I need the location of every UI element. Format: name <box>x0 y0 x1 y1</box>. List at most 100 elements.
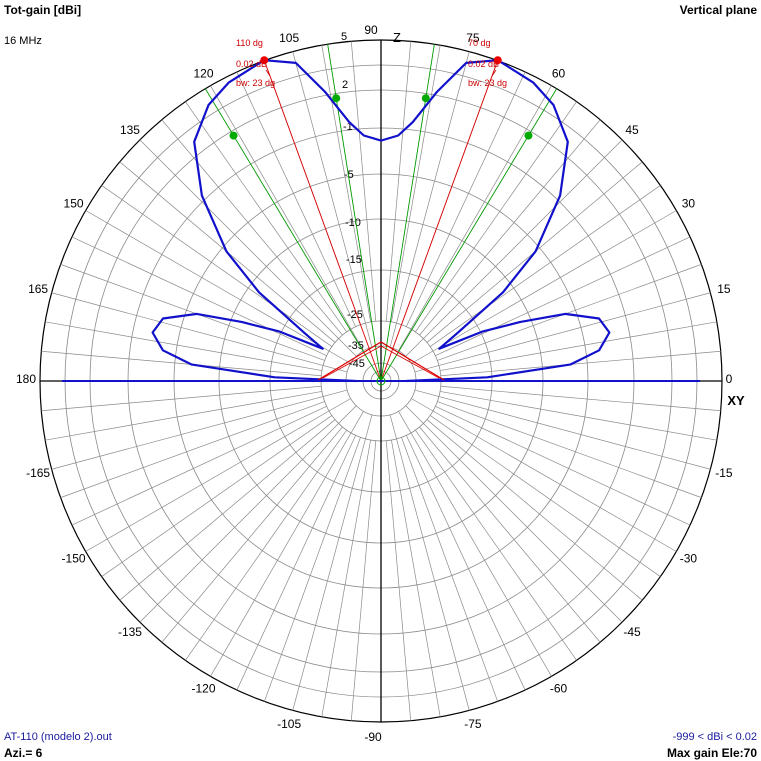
annotation-tick <box>265 69 271 77</box>
grid-spoke <box>406 71 526 327</box>
grid-spoke <box>440 321 717 371</box>
angle-tick-label: -105 <box>277 717 301 731</box>
gain-tick-label: 2 <box>342 79 348 91</box>
grid-spoke <box>419 426 601 643</box>
grid-spoke <box>161 426 343 643</box>
grid-spoke <box>60 264 325 361</box>
max-gain-bw-label: bw: 23 dg <box>236 78 275 88</box>
grid-spoke <box>415 101 577 333</box>
grid-spoke <box>264 437 361 702</box>
grid-spoke <box>45 321 322 371</box>
grid-spoke <box>71 236 327 356</box>
grid-spoke <box>429 415 661 577</box>
axis-label-z: Z <box>393 30 401 45</box>
max-gain-value-label: 0.02 dB <box>468 59 499 69</box>
max-gain-marker <box>493 56 502 65</box>
grid-spoke <box>435 236 691 356</box>
azimuth-label: Azi.= 6 <box>4 746 43 760</box>
angle-tick-label: -150 <box>62 552 86 566</box>
grid-spoke <box>51 292 348 373</box>
grid-spoke <box>405 405 623 623</box>
grid-spoke <box>435 406 691 526</box>
grid-spoke <box>414 389 711 470</box>
gain-range: -999 < dBi < 0.02 <box>672 731 757 743</box>
grid-spoke <box>45 391 322 441</box>
angle-tick-label: 135 <box>120 123 140 137</box>
angle-tick-label: 60 <box>552 67 566 81</box>
file-name: AT-110 (modelo 2).out <box>4 731 112 743</box>
max-gain-line <box>263 60 382 382</box>
grid-spoke <box>236 71 356 327</box>
grid-spoke <box>426 419 643 601</box>
gain-tick-label: -35 <box>348 340 364 352</box>
max-gain-label: Max gain Ele:70 <box>666 746 757 760</box>
grid-spoke <box>139 139 357 357</box>
grid-spoke <box>398 411 552 677</box>
grid-spoke <box>437 401 702 498</box>
grid-spoke <box>41 350 322 377</box>
gain-tick-label: -25 <box>347 309 363 321</box>
angle-tick-label: 75 <box>466 31 480 45</box>
grid-spoke <box>389 51 470 348</box>
angle-tick-label: 45 <box>625 123 639 137</box>
gain-tick-label: -5 <box>344 169 354 181</box>
angle-tick-label: 120 <box>193 67 213 81</box>
chart-title: Tot-gain [dBi] <box>4 3 82 17</box>
grid-spoke <box>51 389 348 470</box>
angle-tick-label: 105 <box>279 31 299 45</box>
grid-spoke <box>139 405 357 623</box>
grid-spoke <box>437 264 702 361</box>
max-gain-value-label: 0.02 dB <box>236 59 267 69</box>
max-gain-angle-label: 110 dg <box>236 38 263 48</box>
beamwidth-marker <box>332 94 341 103</box>
grid-spoke <box>101 185 333 347</box>
grid-spoke <box>385 41 412 322</box>
angle-tick-label: -60 <box>550 681 568 695</box>
grid-spoke <box>60 401 325 498</box>
grid-spoke <box>391 440 441 717</box>
beamwidth-marker <box>229 131 238 140</box>
grid-spoke <box>101 415 333 577</box>
angle-tick-label: -75 <box>464 717 482 731</box>
grid-spoke <box>398 85 552 351</box>
angle-tick-label: 150 <box>64 197 84 211</box>
angle-tick-label: 15 <box>717 282 731 296</box>
grid-spoke <box>391 45 441 322</box>
grid-spoke <box>419 119 601 336</box>
annotation-tick <box>491 69 497 77</box>
angle-tick-label: 180 <box>16 372 36 386</box>
angle-tick-label: -90 <box>364 730 382 744</box>
grid-spoke <box>119 419 336 601</box>
grid-spoke <box>406 435 526 691</box>
gain-tick-label: -10 <box>345 217 361 229</box>
angle-tick-label: 165 <box>28 282 48 296</box>
gain-tick-label: -1 <box>343 121 353 133</box>
angle-tick-label: 90 <box>364 23 378 37</box>
grid-spoke <box>210 85 364 351</box>
grid-spoke <box>440 391 717 441</box>
center-marker <box>376 376 386 386</box>
grid-spoke <box>321 45 371 322</box>
angle-tick-label: -135 <box>118 625 142 639</box>
angle-tick-label: -45 <box>623 625 641 639</box>
grid-spoke <box>236 435 356 691</box>
pattern-curve <box>151 59 611 383</box>
max-gain-bw-label: bw: 23 dg <box>468 78 507 88</box>
reference-triangle-inner <box>322 345 440 379</box>
angle-tick-label: -15 <box>715 466 733 480</box>
grid-spoke <box>429 185 661 347</box>
grid-spoke <box>161 119 343 336</box>
grid-spoke <box>405 139 623 357</box>
angle-tick-label: 0 <box>726 372 733 386</box>
angle-tick-label: -165 <box>26 466 50 480</box>
max-gain-angle-label: 70 dg <box>468 38 491 48</box>
grid-spoke <box>389 414 470 711</box>
beamwidth-marker <box>421 94 430 103</box>
axis-label-xy: XY <box>727 393 745 408</box>
grid-spoke <box>321 440 371 717</box>
grid-spoke <box>71 406 327 526</box>
grid-spoke <box>210 411 364 677</box>
gain-tick-label: 5 <box>341 31 347 43</box>
grid-spoke <box>41 385 322 412</box>
grid-spoke <box>85 398 351 552</box>
